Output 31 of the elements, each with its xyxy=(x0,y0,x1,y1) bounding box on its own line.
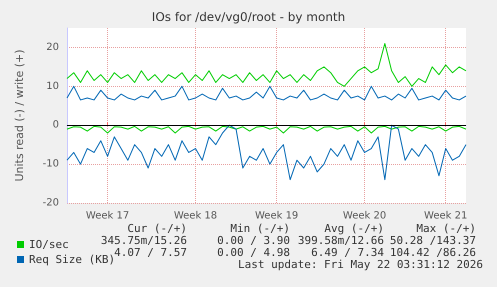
x-tick-label: Week 19 xyxy=(254,210,298,222)
x-tick-label: Week 21 xyxy=(424,210,468,222)
text: 0.00 / 4.98 xyxy=(217,246,290,259)
text: 0.00 / 3.90 xyxy=(217,234,290,247)
text: 50.28 /143.37 xyxy=(390,234,476,247)
y-tick-label: 10 xyxy=(46,80,59,92)
text: Max (-/+) xyxy=(416,222,476,235)
text: Avg (-/+) xyxy=(324,222,384,235)
text: Last update: Fri May 22 03:31:12 2026 xyxy=(238,258,484,271)
x-tick-label: Week 17 xyxy=(86,210,130,222)
text: 6.49 / 7.34 xyxy=(311,246,384,259)
y-axis-title: Units read (-) / write (+) xyxy=(13,49,26,182)
text: 345.75m/15.26 xyxy=(100,234,187,247)
text: 4.07 / 7.57 xyxy=(114,246,187,259)
legend-label: Req Size (KB) xyxy=(29,253,116,266)
text: 104.42 /86.26 xyxy=(390,246,476,259)
line-series xyxy=(66,126,466,134)
y-tick-label: -20 xyxy=(42,198,59,208)
y-tick-label: 20 xyxy=(46,42,59,53)
text: 399.58m/12.66 xyxy=(298,234,384,247)
line-series xyxy=(66,43,466,87)
chart-title: IOs for /dev/vg0/root - by month xyxy=(152,10,346,24)
line-series xyxy=(66,86,466,100)
x-tick-label: Week 20 xyxy=(342,210,386,222)
line-series xyxy=(66,124,466,180)
y-tick-label: 0 xyxy=(52,120,59,131)
y-tick-label: -10 xyxy=(42,158,59,170)
legend-label: IO/sec xyxy=(29,238,69,251)
x-tick-label: Week 18 xyxy=(174,210,218,222)
text: Cur (-/+) xyxy=(127,222,187,235)
text: Min (-/+) xyxy=(230,222,290,235)
